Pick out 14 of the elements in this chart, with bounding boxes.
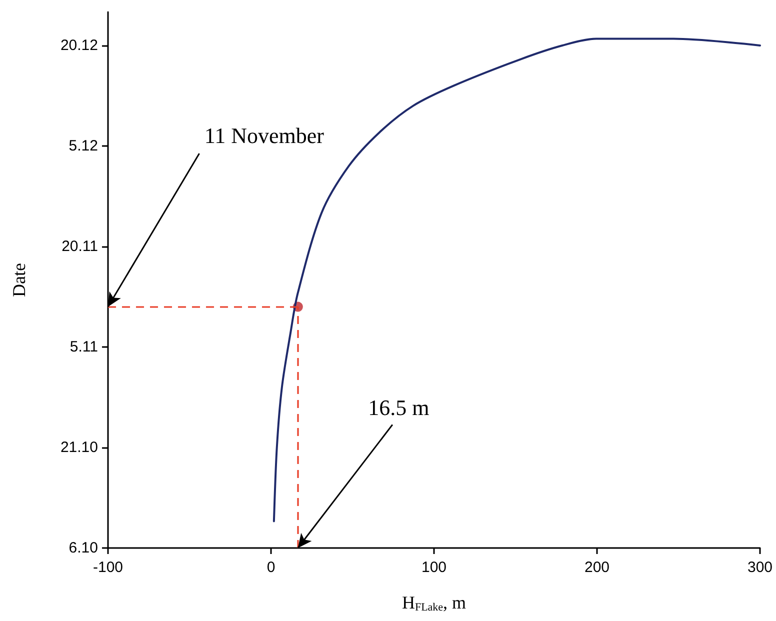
x-tick-label: 200 [584, 559, 610, 576]
x-tick-label: 0 [266, 559, 276, 576]
x-tick-label: 300 [747, 559, 773, 576]
x-tick-label: 100 [421, 559, 447, 576]
y-tick-label: 6.10 [68, 540, 98, 556]
ref-line-label: 11 November [204, 123, 325, 148]
y-tick-label: 20.12 [60, 37, 98, 54]
y-axis-title: Date [9, 263, 29, 297]
y-tick-label: 20.11 [62, 238, 98, 255]
ref-line-label: 16.5 m [368, 394, 430, 420]
y-tick-label: 5.11 [70, 338, 98, 356]
y-tick-label: 21.10 [60, 439, 98, 456]
y-tick-label: 5.12 [68, 138, 98, 154]
x-tick-label: -100 [92, 559, 124, 576]
